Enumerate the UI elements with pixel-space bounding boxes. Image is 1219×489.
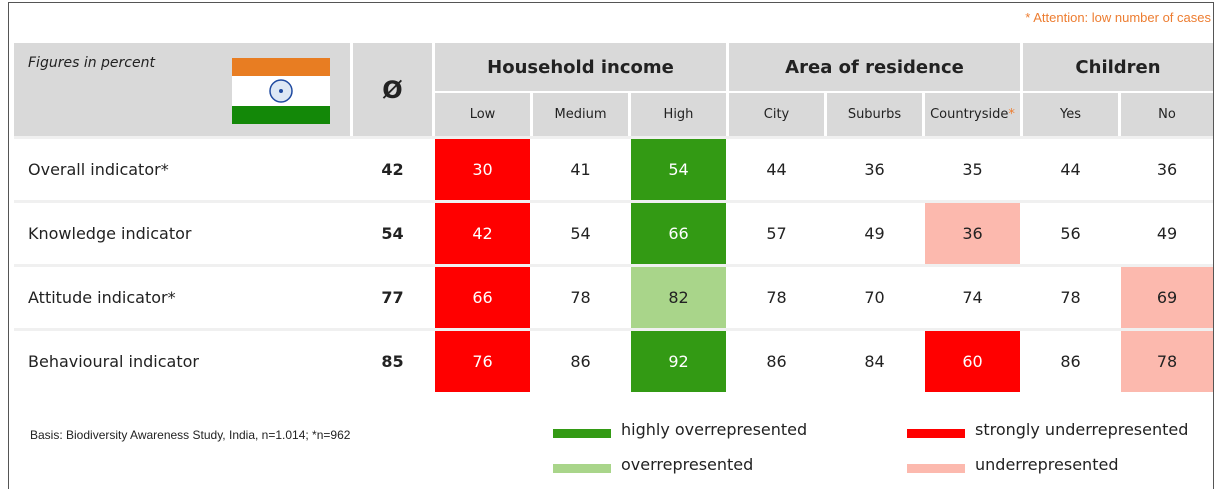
value-cell: 36 <box>827 139 922 200</box>
value-cell: 57 <box>729 203 824 264</box>
column-label: High <box>663 107 694 122</box>
column-mark: * <box>1008 107 1015 122</box>
row-separator <box>14 200 1213 203</box>
column-header: Low <box>435 93 530 136</box>
average-header: Ø <box>353 43 432 136</box>
group-header: Area of residence <box>729 43 1020 91</box>
row-separator <box>14 264 1213 267</box>
average-cell: 85 <box>381 352 404 371</box>
value-cell: 70 <box>827 267 922 328</box>
value-cell: 86 <box>729 331 824 392</box>
legend-swatch <box>907 429 965 438</box>
group-header: Children <box>1023 43 1213 91</box>
legend-label: highly overrepresented <box>621 420 808 439</box>
column-header: Medium <box>533 93 628 136</box>
average-cell: 42 <box>381 160 404 179</box>
value-cell: 36 <box>1121 139 1213 200</box>
legend-label: overrepresented <box>621 455 754 474</box>
value-cell: 78 <box>1023 267 1118 328</box>
value-cell: 69 <box>1121 267 1213 328</box>
legend-swatch <box>553 429 611 438</box>
column-header: Countryside * <box>925 93 1020 136</box>
value-cell: 49 <box>1121 203 1213 264</box>
value-cell: 54 <box>631 139 726 200</box>
row-separator <box>14 136 1213 139</box>
column-header: Yes <box>1023 93 1118 136</box>
column-header: No <box>1121 93 1213 136</box>
group-header: Household income <box>435 43 726 91</box>
average-cell: 77 <box>381 288 404 307</box>
note-text: Attention: low number of cases <box>1033 10 1211 25</box>
value-cell: 41 <box>533 139 628 200</box>
value-cell: 86 <box>1023 331 1118 392</box>
value-cell: 66 <box>435 267 530 328</box>
value-cell: 49 <box>827 203 922 264</box>
column-label: City <box>763 107 790 122</box>
value-cell: 60 <box>925 331 1020 392</box>
value-cell: 78 <box>729 267 824 328</box>
note-mark: * <box>1025 10 1031 25</box>
value-cell: 66 <box>631 203 726 264</box>
attention-note: * Attention: low number of cases <box>1025 10 1211 25</box>
value-cell: 92 <box>631 331 726 392</box>
column-label: Medium <box>554 107 607 122</box>
column-label: Countryside <box>930 107 1009 122</box>
row-separator <box>14 328 1213 331</box>
column-label: Yes <box>1060 107 1081 122</box>
corner-label: Figures in percent <box>28 55 155 71</box>
row-label: Knowledge indicator <box>28 224 192 243</box>
legend-swatch <box>907 464 965 473</box>
value-cell: 42 <box>435 203 530 264</box>
frame <box>8 2 1214 489</box>
value-cell: 82 <box>631 267 726 328</box>
value-cell: 35 <box>925 139 1020 200</box>
value-cell: 30 <box>435 139 530 200</box>
average-cell: 54 <box>381 224 404 243</box>
value-cell: 54 <box>533 203 628 264</box>
row-label: Overall indicator* <box>28 160 169 179</box>
column-header: City <box>729 93 824 136</box>
value-cell: 78 <box>1121 331 1213 392</box>
legend-swatch <box>553 464 611 473</box>
row-label: Attitude indicator* <box>28 288 176 307</box>
value-cell: 36 <box>925 203 1020 264</box>
column-header: Suburbs <box>827 93 922 136</box>
legend-label: strongly underrepresented <box>975 420 1189 439</box>
row-label: Behavioural indicator <box>28 352 199 371</box>
value-cell: 74 <box>925 267 1020 328</box>
value-cell: 86 <box>533 331 628 392</box>
value-cell: 56 <box>1023 203 1118 264</box>
basis: Basis: Biodiversity Awareness Study, Ind… <box>30 428 351 442</box>
corner-cell: Figures in percent <box>14 43 350 136</box>
value-cell: 44 <box>729 139 824 200</box>
column-label: Suburbs <box>847 107 902 122</box>
legend-label: underrepresented <box>975 455 1119 474</box>
flag <box>232 58 330 124</box>
value-cell: 76 <box>435 331 530 392</box>
value-cell: 84 <box>827 331 922 392</box>
column-label: Low <box>469 107 496 122</box>
value-cell: 78 <box>533 267 628 328</box>
value-cell: 44 <box>1023 139 1118 200</box>
column-header: High <box>631 93 726 136</box>
column-label: No <box>1158 107 1176 122</box>
